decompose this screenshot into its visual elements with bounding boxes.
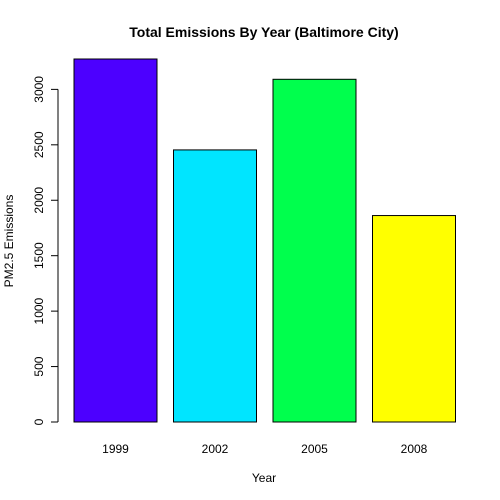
y-tick-label-3000: 3000 [32, 76, 46, 103]
x-tick-label-2002: 2002 [202, 442, 229, 456]
x-axis-ticks: 1999 2002 2005 2008 [102, 442, 428, 456]
y-tick-label-2000: 2000 [32, 187, 46, 214]
bar-1999 [73, 58, 158, 423]
y-tick-label-1000: 1000 [32, 297, 46, 324]
y-tick-label-0: 0 [32, 418, 46, 425]
bar-2002 [173, 149, 257, 423]
y-tick-label-2500: 2500 [32, 131, 46, 158]
y-tick-label-1500: 1500 [32, 242, 46, 269]
x-tick-label-1999: 1999 [102, 442, 129, 456]
bars-group [73, 58, 456, 423]
x-tick-label-2008: 2008 [401, 442, 428, 456]
x-axis-label: Year [252, 471, 276, 485]
bar-2005 [272, 78, 357, 423]
x-tick-label-2005: 2005 [301, 442, 328, 456]
y-axis: 0 500 1000 1500 2000 2500 3000 [32, 76, 59, 425]
y-tick-label-500: 500 [32, 356, 46, 376]
bar-2008 [372, 215, 456, 423]
y-axis-label: PM2.5 Emissions [2, 195, 16, 288]
chart-title: Total Emissions By Year (Baltimore City) [129, 24, 398, 40]
